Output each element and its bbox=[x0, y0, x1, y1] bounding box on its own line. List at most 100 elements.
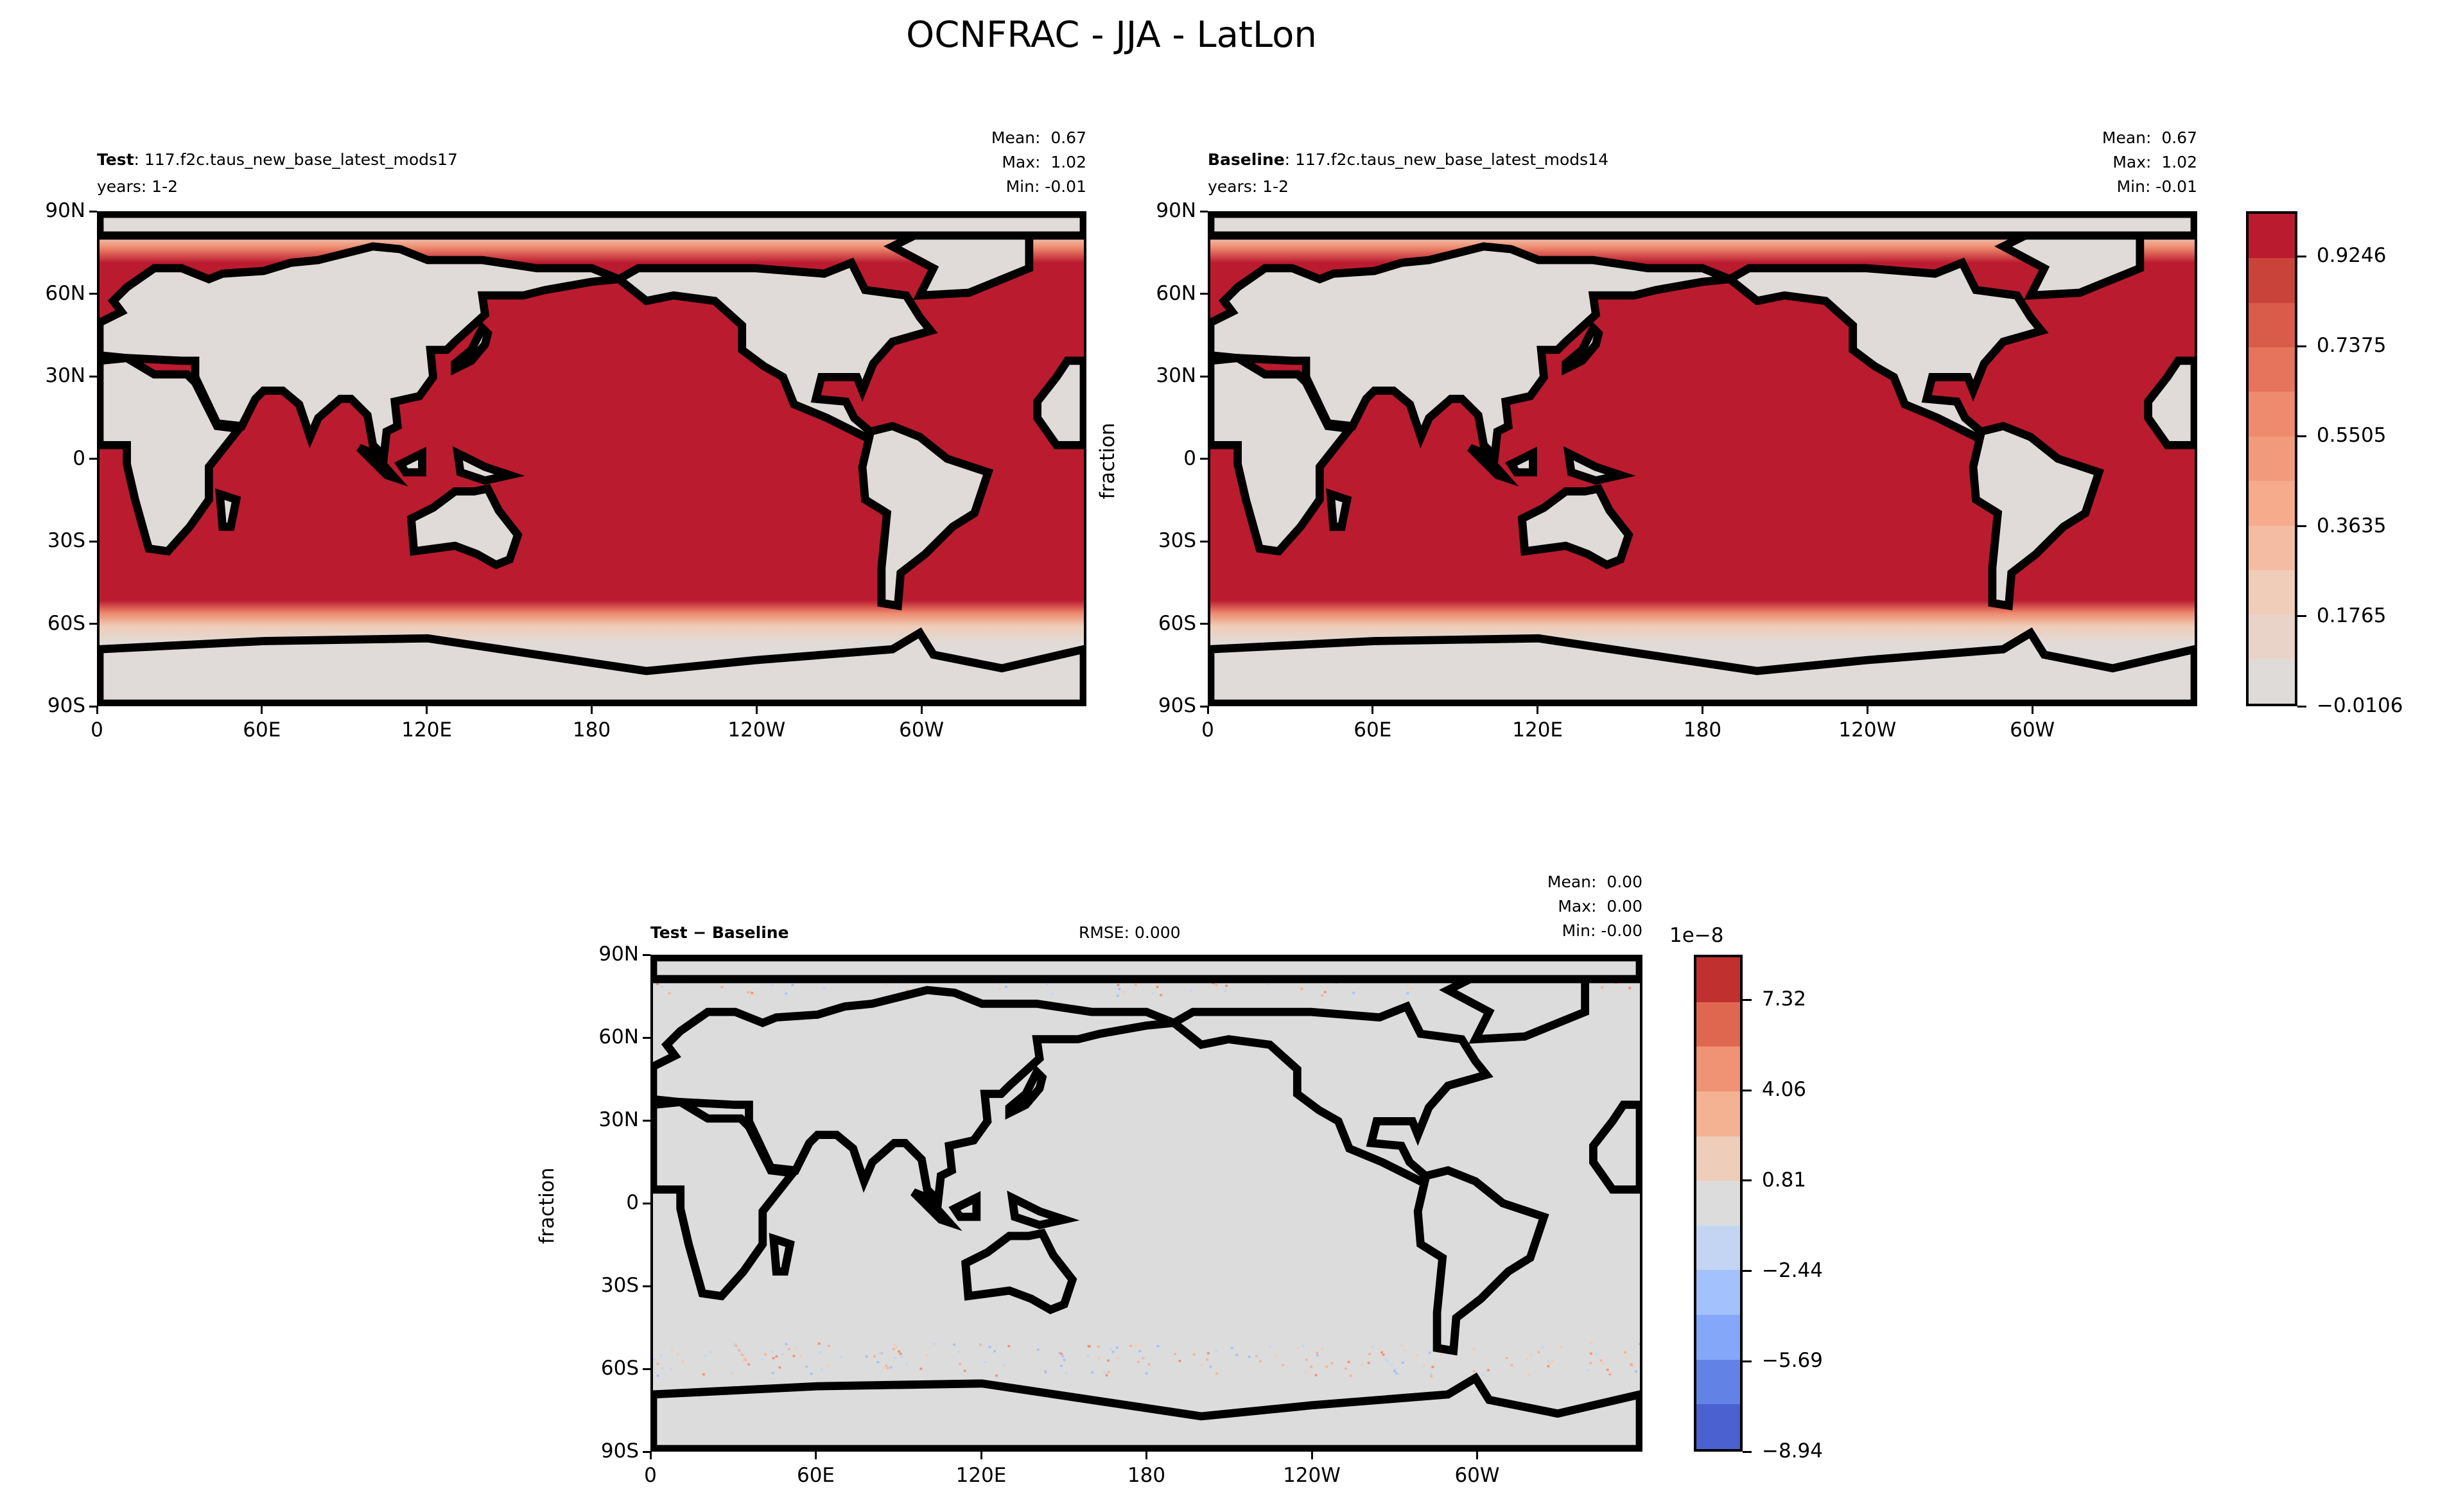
difference-speckle bbox=[886, 1366, 889, 1369]
difference-speckle bbox=[933, 1343, 936, 1345]
diff-ylabel: fraction bbox=[535, 1167, 559, 1244]
difference-speckle bbox=[1215, 1350, 1218, 1352]
difference-speckle bbox=[1117, 984, 1120, 986]
difference-speckle bbox=[1304, 1371, 1307, 1373]
difference-speckle bbox=[1110, 1348, 1113, 1350]
colorbar-level bbox=[2249, 392, 2295, 437]
difference-speckle bbox=[1397, 1373, 1400, 1375]
difference-speckle bbox=[1224, 989, 1227, 992]
difference-speckle bbox=[1472, 1370, 1476, 1373]
test-label-bold: Test bbox=[97, 150, 134, 169]
difference-speckle bbox=[953, 1343, 956, 1346]
difference-speckle bbox=[730, 1371, 733, 1374]
lon-tick-mark bbox=[649, 1452, 652, 1459]
colorbar-level bbox=[1696, 1091, 1740, 1136]
colorbar-level bbox=[2249, 659, 2295, 704]
lon-tick-label: 0 bbox=[1201, 718, 1214, 742]
lon-tick-label: 120W bbox=[1283, 1464, 1341, 1487]
difference-speckle bbox=[709, 1351, 712, 1353]
baseline-min: Min: -0.01 bbox=[2116, 177, 2197, 196]
test-min: Min: -0.01 bbox=[1006, 177, 1086, 196]
difference-speckle bbox=[1269, 1345, 1271, 1348]
difference-speckle bbox=[1330, 1362, 1334, 1364]
test-map bbox=[97, 211, 1086, 706]
difference-speckle bbox=[792, 1355, 796, 1357]
lon-tick-label: 60W bbox=[899, 718, 945, 742]
difference-speckle bbox=[660, 986, 663, 989]
colorbar-tick-label: −2.44 bbox=[1762, 1258, 1823, 1282]
colorbar-level bbox=[2249, 481, 2295, 526]
lon-tick-label: 0 bbox=[91, 718, 103, 742]
colorbar-tick-label: 0.5505 bbox=[2317, 424, 2387, 448]
difference-speckle bbox=[1325, 1366, 1328, 1368]
difference-speckle bbox=[1174, 1353, 1176, 1355]
lat-tick-mark bbox=[643, 1119, 650, 1122]
lat-tick-mark bbox=[643, 953, 650, 956]
lat-tick-mark bbox=[643, 1036, 650, 1039]
difference-speckle bbox=[817, 1343, 821, 1345]
difference-speckle bbox=[810, 1373, 813, 1375]
difference-speckle bbox=[1310, 1366, 1313, 1368]
difference-speckle bbox=[677, 1353, 679, 1355]
difference-speckle bbox=[1051, 993, 1054, 995]
difference-speckle bbox=[1371, 1346, 1374, 1348]
colorbar-tick-label: 0.7375 bbox=[2317, 334, 2387, 358]
lon-tick-mark bbox=[2031, 706, 2033, 714]
difference-speckle bbox=[1086, 1355, 1090, 1357]
colorbar-level bbox=[1696, 1136, 1740, 1181]
lon-tick-mark bbox=[1371, 706, 1374, 714]
difference-speckle bbox=[775, 1355, 778, 1358]
lon-tick-label: 120E bbox=[1512, 718, 1563, 742]
lon-tick-mark bbox=[1702, 706, 1703, 714]
difference-speckle bbox=[1116, 1357, 1119, 1359]
difference-speckle bbox=[659, 1354, 663, 1357]
difference-speckle bbox=[788, 1348, 790, 1350]
difference-speckle bbox=[919, 1368, 923, 1370]
difference-speckle bbox=[1118, 987, 1121, 991]
colorbar-level bbox=[1696, 1404, 1740, 1450]
baseline-label-bold: Baseline bbox=[1208, 150, 1285, 169]
lon-tick-mark bbox=[755, 706, 758, 714]
difference-speckle bbox=[1138, 1350, 1142, 1353]
lat-tick-mark bbox=[1200, 540, 1208, 543]
difference-speckle bbox=[1305, 1359, 1308, 1361]
difference-speckle bbox=[1267, 983, 1270, 986]
difference-speckle bbox=[1601, 986, 1604, 989]
difference-speckle bbox=[925, 1354, 928, 1357]
difference-speckle bbox=[1625, 1357, 1628, 1360]
difference-speckle bbox=[1393, 1369, 1396, 1373]
difference-speckle bbox=[1275, 1354, 1278, 1357]
difference-speckle bbox=[1525, 1358, 1528, 1360]
difference-speckle bbox=[1097, 1357, 1101, 1359]
difference-speckle bbox=[1103, 1371, 1106, 1373]
colorbar-level bbox=[1696, 1002, 1740, 1047]
difference-speckle bbox=[1409, 987, 1413, 990]
difference-speckle bbox=[1321, 994, 1324, 997]
difference-speckle bbox=[1156, 1345, 1160, 1348]
baseline-ylabel: fraction bbox=[1096, 422, 1119, 500]
difference-speckle bbox=[1044, 1369, 1047, 1373]
baseline-stats: Mean: 0.67 Max: 1.02 Min: -0.01 bbox=[2102, 126, 2197, 199]
baseline-years: years: 1-2 bbox=[1208, 177, 1289, 196]
lon-tick-label: 120W bbox=[1838, 718, 1897, 742]
lon-tick-label: 60W bbox=[2010, 718, 2055, 742]
difference-speckle bbox=[668, 992, 671, 995]
difference-speckle bbox=[959, 1362, 961, 1365]
lon-tick-mark bbox=[980, 1452, 982, 1459]
diff-mean: Mean: 0.00 bbox=[1547, 873, 1642, 891]
difference-speckle bbox=[704, 1354, 707, 1357]
colorbar-level bbox=[1696, 1270, 1740, 1316]
difference-speckle bbox=[1368, 1353, 1371, 1355]
lon-tick-mark bbox=[1866, 706, 1868, 714]
colorbar-tick-label: 4.06 bbox=[1762, 1078, 1807, 1102]
difference-speckle bbox=[1415, 1353, 1418, 1357]
difference-speckle bbox=[753, 993, 756, 996]
diff-min: Min: -0.00 bbox=[1562, 921, 1642, 940]
lat-tick-mark bbox=[643, 1368, 650, 1370]
colorbar-tick-label: 0.1765 bbox=[2317, 604, 2387, 627]
difference-speckle bbox=[795, 1347, 797, 1350]
difference-speckle bbox=[1107, 1359, 1110, 1362]
difference-speckle bbox=[656, 982, 659, 986]
colorbar-level bbox=[2249, 347, 2295, 392]
difference-speckle bbox=[1105, 1374, 1108, 1377]
